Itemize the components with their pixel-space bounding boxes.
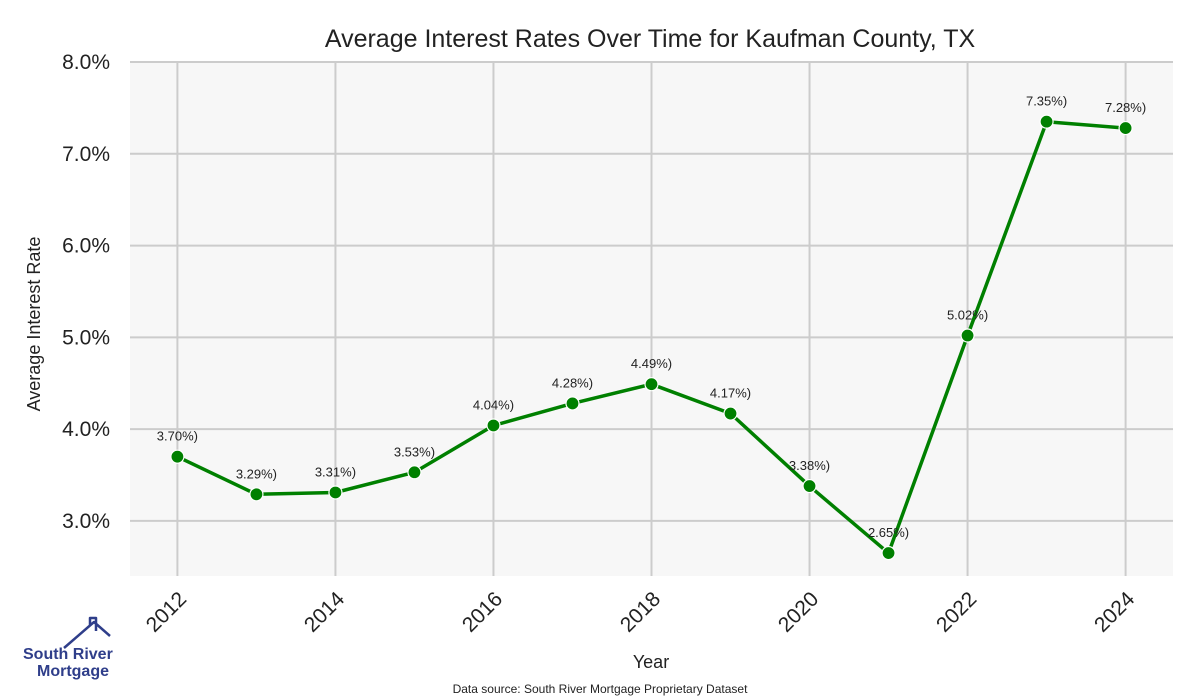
y-tick-label: 6.0% bbox=[62, 235, 110, 258]
y-tick-label: 4.0% bbox=[62, 418, 110, 441]
x-tick-label: 2014 bbox=[300, 587, 350, 637]
data-point bbox=[565, 396, 580, 411]
data-label: 4.17%) bbox=[710, 386, 751, 401]
data-point bbox=[170, 449, 185, 464]
y-tick-label: 3.0% bbox=[62, 510, 110, 533]
data-label: 3.70%) bbox=[157, 429, 198, 444]
data-label: 7.28%) bbox=[1105, 100, 1146, 115]
chart-title: Average Interest Rates Over Time for Kau… bbox=[325, 25, 976, 53]
data-label: 7.35%) bbox=[1026, 94, 1067, 109]
y-tick-label: 5.0% bbox=[62, 326, 110, 349]
x-tick-label: 2024 bbox=[1090, 587, 1140, 637]
data-point bbox=[644, 377, 659, 392]
data-point bbox=[723, 406, 738, 421]
x-tick-label: 2012 bbox=[142, 587, 191, 636]
y-tick-label: 7.0% bbox=[62, 143, 110, 166]
y-tick-label: 8.0% bbox=[62, 51, 110, 74]
data-label: 3.29%) bbox=[236, 466, 277, 481]
data-point bbox=[1039, 114, 1054, 129]
x-tick-label: 2022 bbox=[932, 587, 981, 636]
y-axis-ticks: 3.0% 4.0% 5.0% 6.0% 7.0% 8.0% bbox=[62, 51, 110, 533]
data-point bbox=[407, 465, 422, 480]
x-tick-label: 2020 bbox=[774, 587, 823, 636]
x-axis-ticks: 2012 2014 2016 2018 2020 2022 2024 bbox=[142, 587, 1140, 637]
data-point bbox=[881, 545, 896, 561]
data-label: 5.02%) bbox=[947, 308, 988, 323]
data-label: 4.04%) bbox=[473, 397, 514, 412]
data-label: 4.49%) bbox=[631, 356, 672, 371]
y-axis-label: Average Interest Rate bbox=[24, 237, 44, 412]
logo-line-2: Mortgage bbox=[37, 663, 109, 680]
data-labels: 3.70%) 3.29%) 3.31%) 3.53%) 4.04%) 4.28%) 4.49… bbox=[157, 94, 1146, 540]
x-tick-label: 2016 bbox=[458, 587, 507, 636]
data-point bbox=[249, 487, 264, 502]
data-label: 4.28%) bbox=[552, 375, 593, 390]
x-tick-label: 2018 bbox=[616, 587, 665, 636]
data-label: 3.31%) bbox=[315, 464, 356, 479]
house-roof-icon bbox=[63, 616, 111, 649]
data-label: 2.65%) bbox=[868, 525, 909, 540]
data-point bbox=[328, 485, 343, 500]
data-point bbox=[960, 328, 975, 343]
data-source-note: Data source: South River Mortgage Propri… bbox=[453, 682, 748, 696]
data-label: 3.38%) bbox=[789, 458, 830, 473]
logo-line-1: South River bbox=[23, 646, 113, 663]
data-point bbox=[1118, 120, 1133, 136]
data-point bbox=[486, 418, 501, 433]
data-points bbox=[170, 114, 1133, 561]
data-point bbox=[802, 478, 817, 494]
company-logo: South River Mortgage bbox=[23, 616, 113, 680]
x-axis-label: Year bbox=[633, 652, 669, 672]
data-label: 3.53%) bbox=[394, 444, 435, 459]
